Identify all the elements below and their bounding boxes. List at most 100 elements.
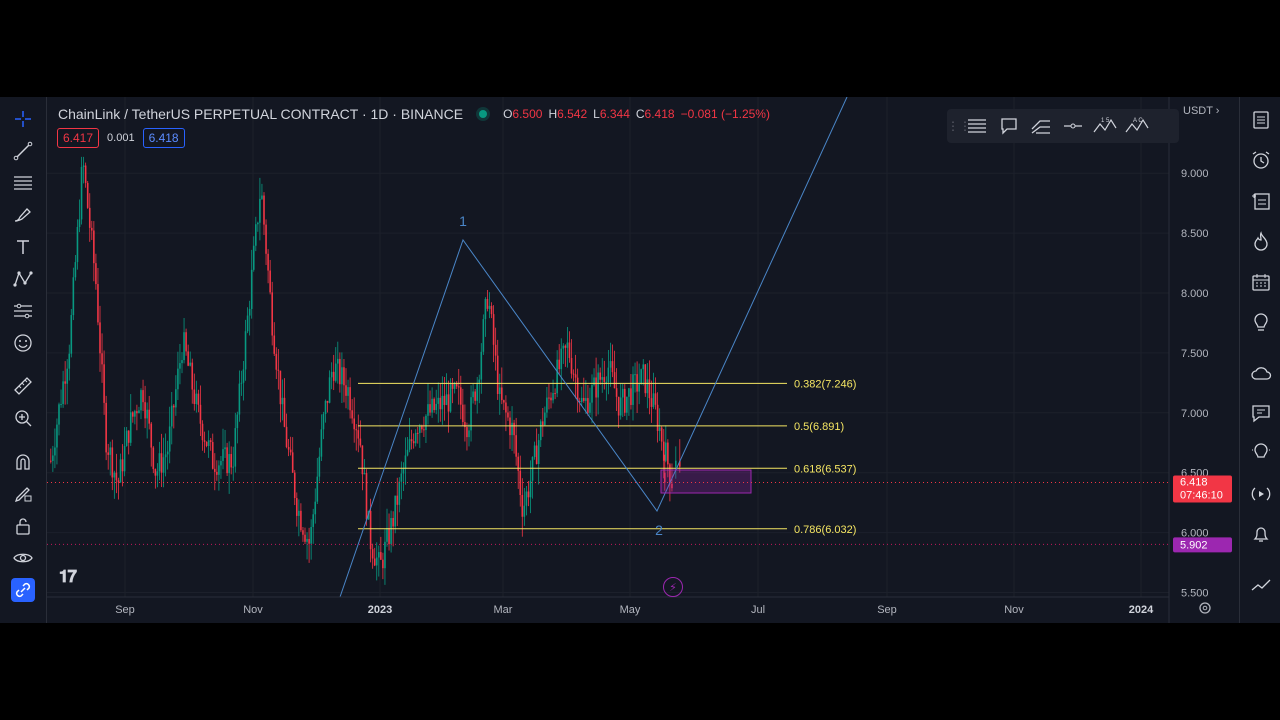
candle-body xyxy=(197,393,200,405)
price-tick-label: 7.500 xyxy=(1181,348,1209,360)
candle-body xyxy=(281,397,284,405)
lightning-icon[interactable]: ⚡ xyxy=(663,577,683,597)
candle-body xyxy=(125,430,128,446)
magnet-icon[interactable] xyxy=(11,450,35,474)
drag-handle-icon[interactable]: ⋮⋮ xyxy=(947,119,971,133)
last-price-value: 6.418 xyxy=(1180,477,1208,489)
symbol-title[interactable]: ChainLink / TetherUS PERPETUAL CONTRACT … xyxy=(58,106,464,122)
candle-body xyxy=(54,447,56,456)
candle-body xyxy=(503,400,505,403)
marked-level-badge xyxy=(1173,537,1232,553)
collapse-panel-icon[interactable] xyxy=(1249,573,1273,597)
calendar-icon[interactable] xyxy=(1249,270,1273,294)
svg-text:1 5: 1 5 xyxy=(1101,118,1110,124)
ruler-icon[interactable] xyxy=(11,374,35,398)
candle-body xyxy=(556,359,558,394)
comment-icon[interactable] xyxy=(993,111,1025,141)
pitchfork-icon[interactable] xyxy=(1025,111,1057,141)
zoom-icon[interactable] xyxy=(11,406,35,430)
fib-retracement-icon[interactable] xyxy=(11,171,35,195)
low-value: L6.344 xyxy=(593,107,630,121)
candle-body xyxy=(667,442,669,465)
candle-body xyxy=(457,386,460,388)
broadcast-icon[interactable] xyxy=(1249,482,1273,506)
candle-body xyxy=(328,377,331,403)
candle-body xyxy=(50,460,52,462)
market-status-dot xyxy=(479,110,488,118)
candle-body xyxy=(423,429,425,431)
candle-body xyxy=(519,470,522,496)
sell-price-button[interactable]: 6.417 xyxy=(57,128,100,148)
lock-drawing-icon[interactable] xyxy=(11,482,35,506)
candle-body xyxy=(671,483,673,489)
candle-body xyxy=(304,534,306,542)
price-tick-label: 7.000 xyxy=(1181,408,1209,420)
wave-label-2: 2 xyxy=(655,522,663,538)
candle-body xyxy=(652,393,655,407)
candle-body xyxy=(523,505,526,517)
right-sidebar xyxy=(1239,97,1280,623)
link-icon[interactable] xyxy=(11,578,35,602)
candle-body xyxy=(271,292,273,336)
wave-abc-icon[interactable]: A C xyxy=(1121,111,1153,141)
candle-body xyxy=(76,227,79,263)
fib-tool-icon[interactable] xyxy=(961,111,993,141)
candle-body xyxy=(318,456,321,477)
wave-123-icon[interactable]: 1 5 xyxy=(1089,111,1121,141)
candle-body xyxy=(628,388,630,397)
chat-icon[interactable] xyxy=(1249,401,1273,425)
candle-body xyxy=(275,353,278,370)
cloud-icon[interactable] xyxy=(1249,361,1273,385)
axis-settings-icon[interactable] xyxy=(1197,600,1213,616)
candle-body xyxy=(209,440,212,443)
candle-body xyxy=(447,394,450,412)
candle-body xyxy=(416,432,419,434)
notification-bell-icon[interactable] xyxy=(1249,522,1273,546)
help-bulb-icon[interactable] xyxy=(1249,441,1273,465)
candle-body xyxy=(507,412,509,418)
price-chart[interactable]: 0.382(7.246) 0.5(6.891) 0.618(6.537) 0.786(… xyxy=(47,97,1238,623)
text-icon[interactable] xyxy=(11,235,35,259)
hotlist-flame-icon[interactable] xyxy=(1249,229,1273,253)
emoji-icon[interactable] xyxy=(11,331,35,355)
candle-body xyxy=(511,422,513,436)
candle-body xyxy=(226,447,228,474)
candle-body xyxy=(371,549,374,559)
pattern-icon[interactable] xyxy=(11,267,35,291)
chart-area[interactable]: 0.382(7.246) 0.5(6.891) 0.618(6.537) 0.786(… xyxy=(47,97,1238,623)
candle-body xyxy=(591,385,593,403)
horizontal-line-icon[interactable] xyxy=(1057,111,1089,141)
trend-line-icon[interactable] xyxy=(11,139,35,163)
alarm-clock-icon[interactable] xyxy=(1249,148,1273,172)
candle-body xyxy=(570,357,573,374)
candle-body xyxy=(322,414,325,430)
candle-body xyxy=(240,382,243,384)
candle-body xyxy=(293,472,296,498)
candle-body xyxy=(207,440,210,446)
ideas-lightbulb-icon[interactable] xyxy=(1249,311,1273,335)
forecast-icon[interactable] xyxy=(11,299,35,323)
watchlist-icon[interactable] xyxy=(1249,108,1273,132)
candle-body xyxy=(466,427,468,438)
candle-body xyxy=(252,245,255,270)
lock-icon[interactable] xyxy=(11,514,35,538)
candle-body xyxy=(84,165,87,183)
candle-body xyxy=(119,459,122,483)
buy-price-button[interactable]: 6.418 xyxy=(142,128,185,148)
crosshair-icon[interactable] xyxy=(11,107,35,131)
candle-body xyxy=(589,402,591,413)
candle-body xyxy=(513,422,515,436)
candle-body xyxy=(603,377,606,382)
candle-body xyxy=(626,396,628,413)
candle-body xyxy=(156,471,159,476)
eye-icon[interactable] xyxy=(11,546,35,570)
candle-body xyxy=(201,423,204,441)
candle-body xyxy=(232,466,235,468)
add-list-icon[interactable] xyxy=(1249,189,1273,213)
candle-body xyxy=(273,335,276,354)
candle-body xyxy=(595,377,597,398)
currency-selector[interactable]: USDT › xyxy=(1183,105,1220,117)
candle-body xyxy=(320,429,323,457)
candle-body xyxy=(99,322,101,354)
brush-icon[interactable] xyxy=(11,203,35,227)
